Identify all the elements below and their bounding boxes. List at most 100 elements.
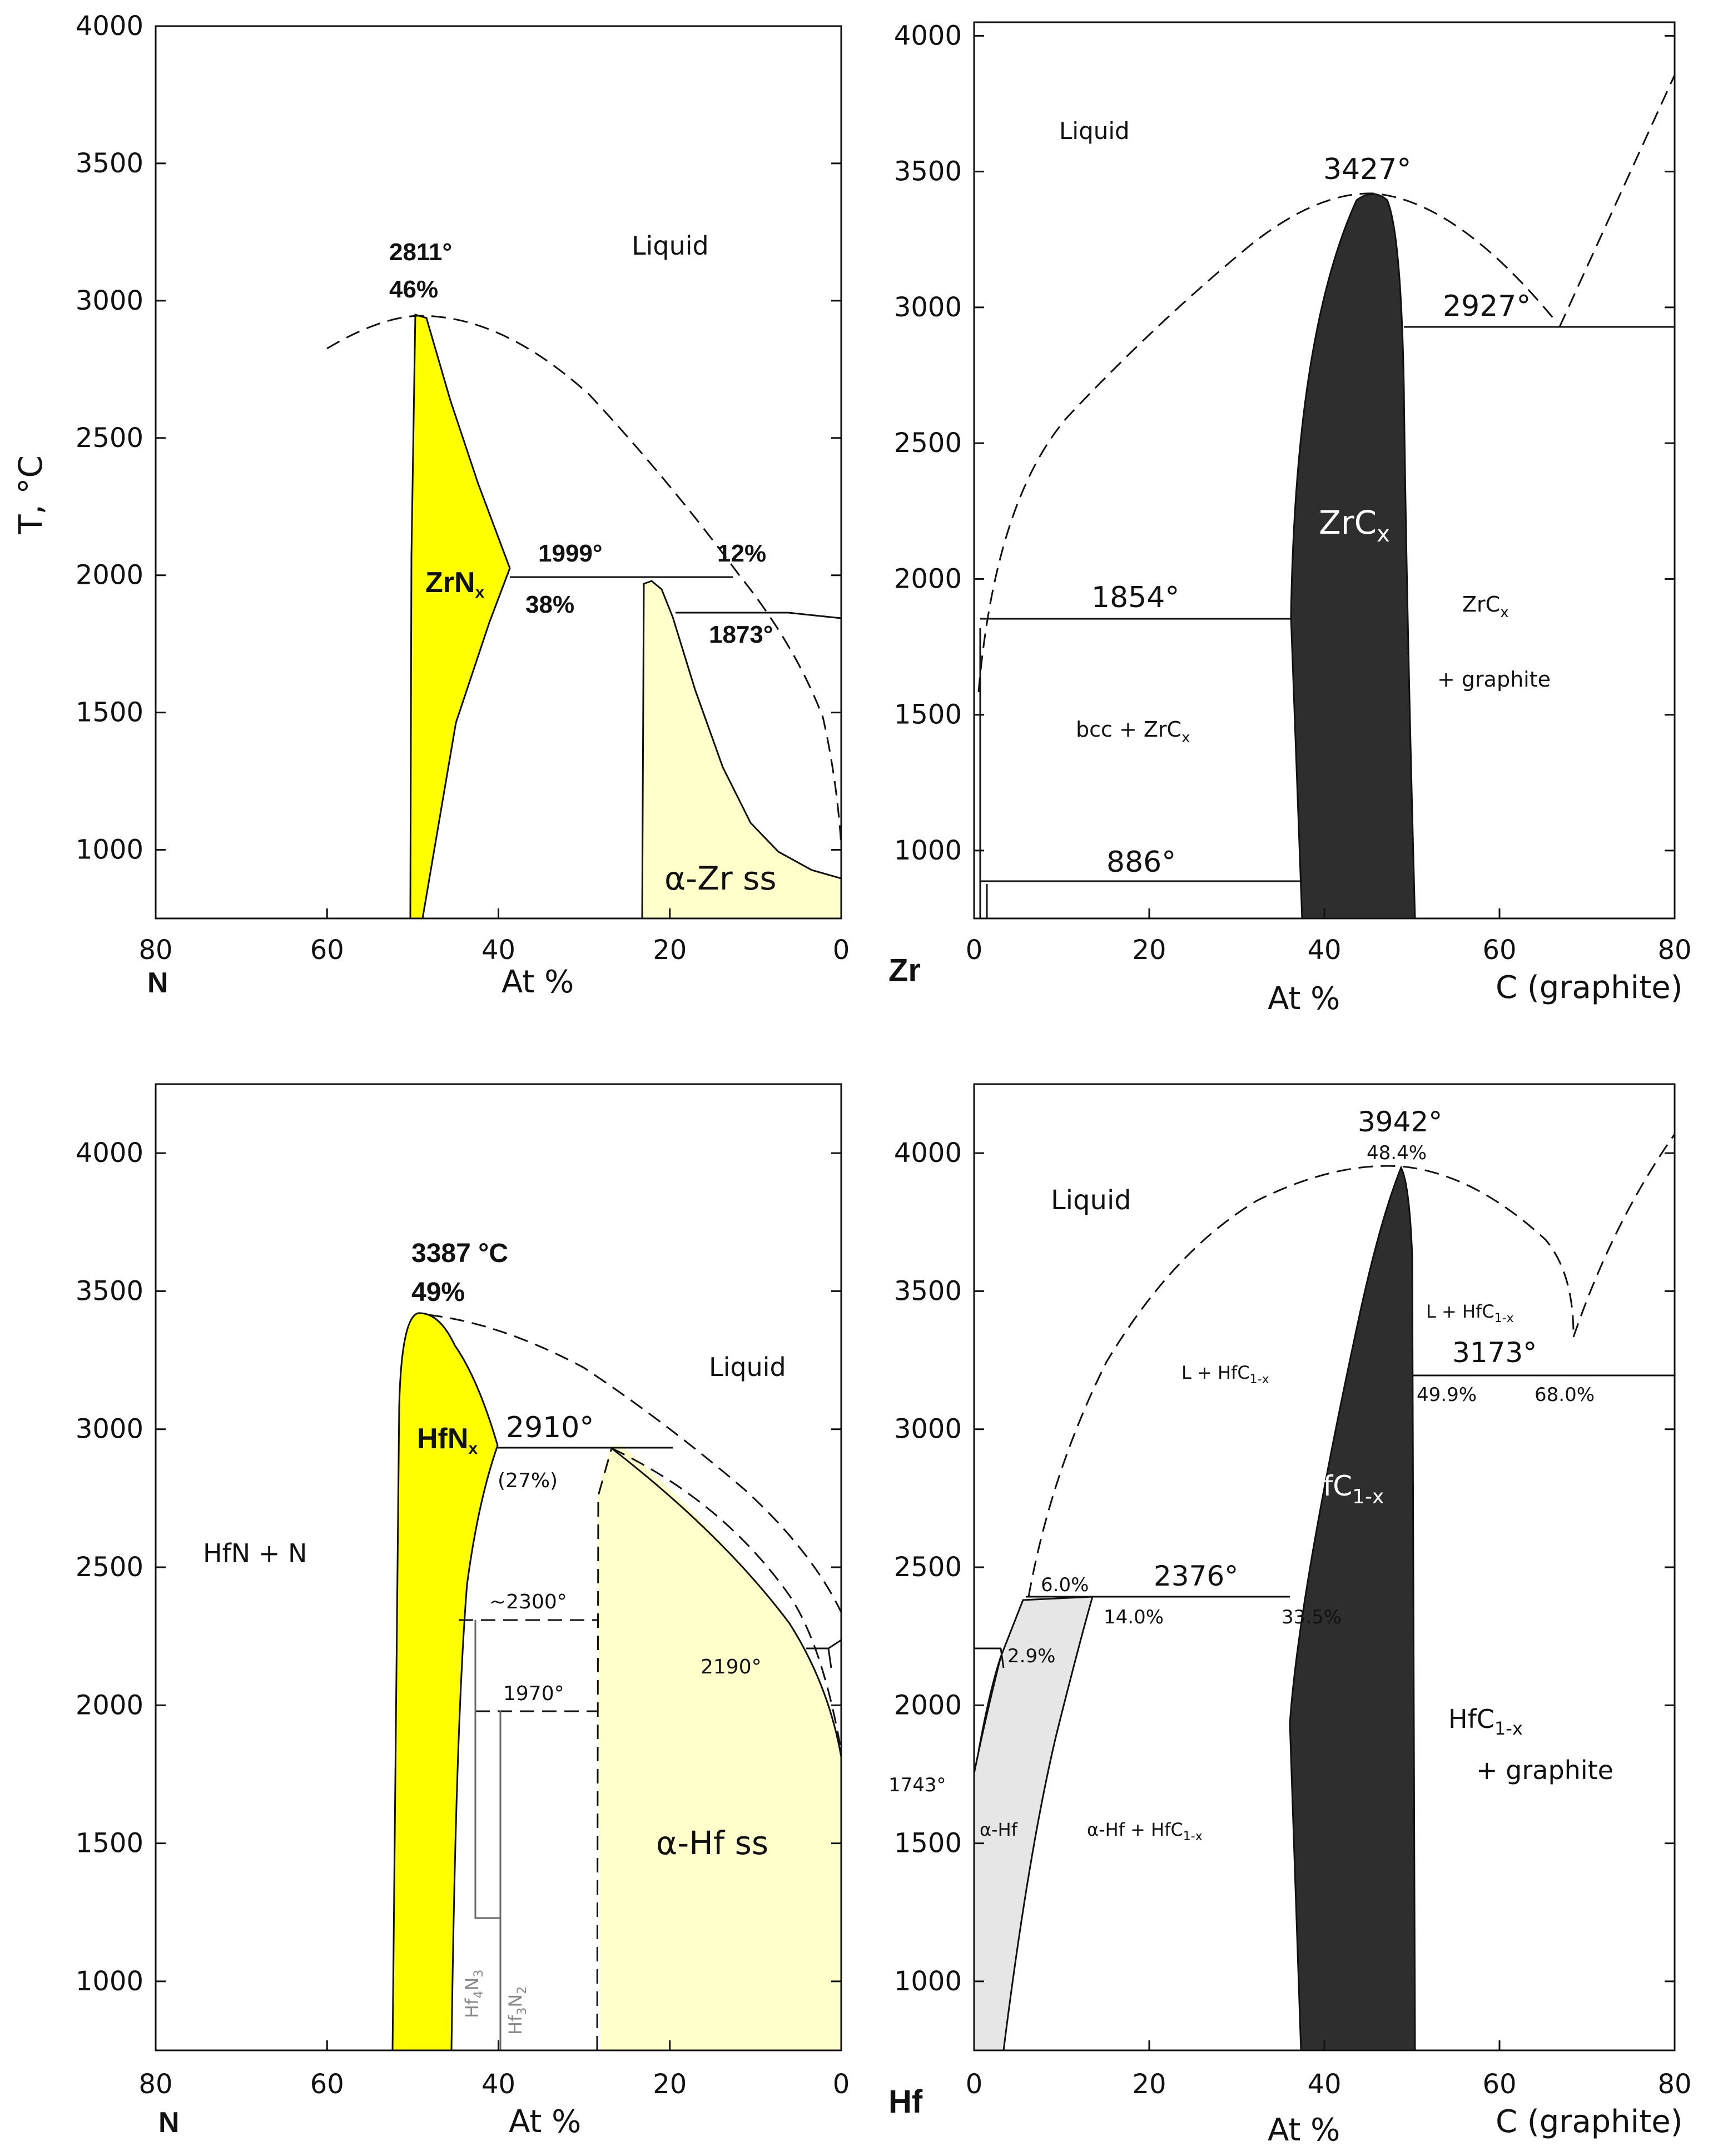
- hfc-alpha-inner: [974, 1647, 1005, 1752]
- hfn-left-region: HfN + N: [203, 1538, 307, 1568]
- x-tick-label: 0: [966, 2069, 983, 2100]
- zrn-liquidus: [326, 315, 842, 846]
- y-tick-label: 2500: [76, 1552, 143, 1583]
- alpha-hf-region: [973, 1596, 1094, 2051]
- hfn-alpha-hf-label: α-Hf ss: [656, 1824, 768, 1862]
- zrc-left-element: Zr: [888, 952, 921, 988]
- zrn-max-comp: 46%: [389, 276, 438, 303]
- zrn-y-ticks: 4000 3500 3000 2500 2000 1500 1000: [76, 11, 841, 866]
- x-tick-label: 60: [310, 2069, 344, 2100]
- zrc-liquidus-left: [977, 192, 1558, 693]
- zrn-x-ticks: 80 60 40 20 0: [138, 908, 850, 966]
- zrn-x-axis-label: At %: [502, 964, 574, 1000]
- hfc-x-ticks: 0 20 40 60 80: [966, 2040, 1692, 2100]
- y-tick-label: 2000: [76, 560, 143, 591]
- zrn-peritectic-comp: 38%: [525, 591, 574, 618]
- hfc-liquidus-left: [1027, 1165, 1575, 1597]
- hfc-compound-label: HfC1-x: [1302, 1470, 1384, 1508]
- hfn-t2190: 2190°: [701, 1656, 762, 1678]
- hfc-max-comp: 48.4%: [1367, 1142, 1427, 1164]
- zrn-liquid-comp: 12%: [717, 540, 766, 567]
- zrn-axes: [155, 25, 842, 920]
- hfc-eutectic-right: 68.0%: [1535, 1384, 1595, 1406]
- y-tick-label: 1500: [894, 1828, 962, 1859]
- zrc-region-right-1: ZrCx: [1462, 592, 1509, 621]
- x-tick-label: 40: [481, 935, 515, 966]
- x-tick-label: 20: [653, 935, 687, 966]
- x-tick-label: 20: [653, 2069, 687, 2100]
- hfn-compound-label: HfNx: [417, 1423, 478, 1458]
- x-tick-label: 80: [1657, 2069, 1691, 2100]
- hfn-liquidus: [428, 1314, 842, 1613]
- x-tick-label: 80: [138, 935, 172, 966]
- x-tick-label: 80: [138, 2069, 172, 2100]
- zrc-right-element: C (graphite): [1496, 970, 1683, 1006]
- panel-hfn: 4000 3500 3000 2500 2000 1500 1000 80 60 40 20 0 N…: [76, 1083, 850, 2140]
- zrn-alpha-zr-label: α-Zr ss: [664, 860, 777, 897]
- y-tick-label: 2000: [894, 563, 962, 594]
- hfc-eutectic-left: 49.9%: [1417, 1384, 1477, 1406]
- zrc-liquidus-right: [1558, 74, 1676, 327]
- zrc-liquid-label: Liquid: [1059, 117, 1130, 145]
- y-tick-label: 3500: [76, 1275, 143, 1306]
- y-tick-label: 1000: [76, 1966, 143, 1997]
- zrn-phase-region: [409, 313, 511, 920]
- hfc-l-hfc-right: L + HfC1-x: [1426, 1301, 1514, 1325]
- y-tick-label: 3000: [894, 1414, 962, 1445]
- zrn-max-temp: 2811°: [389, 239, 452, 266]
- hfc-alpha-hf-label: α-Hf: [980, 1819, 1018, 1840]
- hfn-x-axis-label: At %: [509, 2104, 581, 2140]
- hfn-2190-step: [806, 1639, 842, 1668]
- hfc-max-temp: 3942°: [1358, 1106, 1442, 1138]
- hfc-right-element: C (graphite): [1496, 2104, 1683, 2140]
- zrc-t886: 886°: [1106, 846, 1176, 879]
- hfc-y-ticks: 4000 3500 3000 2500 2000 1500 1000: [894, 1137, 1675, 1997]
- x-tick-label: 40: [1307, 2069, 1341, 2100]
- panel-zrc: 4000 3500 3000 2500 2000 1500 1000 0 20 40 60 80 Z…: [888, 20, 1692, 1017]
- hfn-hf4n3-line: [474, 1620, 500, 1919]
- panel-zrn: 4000 3500 3000 2500 2000 1500 1000 80 60 40 20 0 T…: [12, 11, 850, 1000]
- hfc-c60: 6.0%: [1041, 1574, 1089, 1596]
- hfn-max-temp: 3387 °C: [411, 1239, 508, 1268]
- y-tick-label: 2000: [894, 1690, 962, 1721]
- hfc-phase-region: [1289, 1165, 1416, 2051]
- hfn-hf3n2-label: Hf3N2: [505, 1986, 529, 2035]
- zrc-region-left: bcc + ZrCx: [1076, 717, 1190, 746]
- hfc-t1743: 1743°: [888, 1774, 946, 1796]
- y-tick-label: 3500: [894, 156, 962, 187]
- alpha-hf-ss-boundary: [596, 1448, 613, 2051]
- zrn-peritectic-temp: 1999°: [538, 540, 602, 567]
- x-tick-label: 40: [481, 2069, 515, 2100]
- hfn-t2300: ~2300°: [489, 1591, 567, 1613]
- x-tick-label: 20: [1132, 2069, 1166, 2100]
- zrc-region-right-2: + graphite: [1437, 667, 1551, 692]
- hfn-t1970: 1970°: [503, 1682, 564, 1705]
- hfc-c29: 2.9%: [1007, 1645, 1055, 1667]
- hfn-left-element: N: [158, 2107, 180, 2139]
- y-tick-label: 3500: [76, 148, 143, 179]
- hfn-alpha-boundary: [611, 1447, 842, 1757]
- zrc-compound-label: ZrCx: [1319, 504, 1390, 547]
- hfn-peritectic-temp: 2910°: [506, 1411, 594, 1444]
- zrc-eutectic-temp: 2927°: [1443, 290, 1531, 323]
- y-tick-label: 1000: [894, 1966, 962, 1997]
- zrn-liquid-label: Liquid: [632, 231, 709, 261]
- hfc-liquidus-right: [1572, 1134, 1676, 1338]
- y-tick-label: 2000: [76, 1690, 143, 1721]
- y-tick-label: 3500: [894, 1275, 962, 1306]
- zrn-y-axis-label: T, °C: [12, 455, 49, 535]
- x-tick-label: 0: [966, 935, 983, 966]
- zrc-phase-region: [1290, 193, 1416, 920]
- x-tick-label: 60: [1482, 935, 1516, 966]
- x-tick-label: 60: [1482, 2069, 1516, 2100]
- hfc-x-axis-label: At %: [1268, 2112, 1340, 2148]
- hfc-t2376: 2376°: [1154, 1560, 1238, 1592]
- y-tick-label: 1500: [76, 1828, 143, 1859]
- y-tick-label: 2500: [76, 423, 143, 454]
- hfn-x-ticks: 80 60 40 20 0: [138, 2040, 850, 2100]
- y-tick-label: 1000: [894, 835, 962, 866]
- hfn-phase-region: [391, 1312, 499, 2051]
- y-tick-label: 1000: [76, 834, 143, 866]
- hfc-c335: 33.5%: [1282, 1606, 1342, 1628]
- hfn-peritectic-comp: (27%): [498, 1469, 558, 1492]
